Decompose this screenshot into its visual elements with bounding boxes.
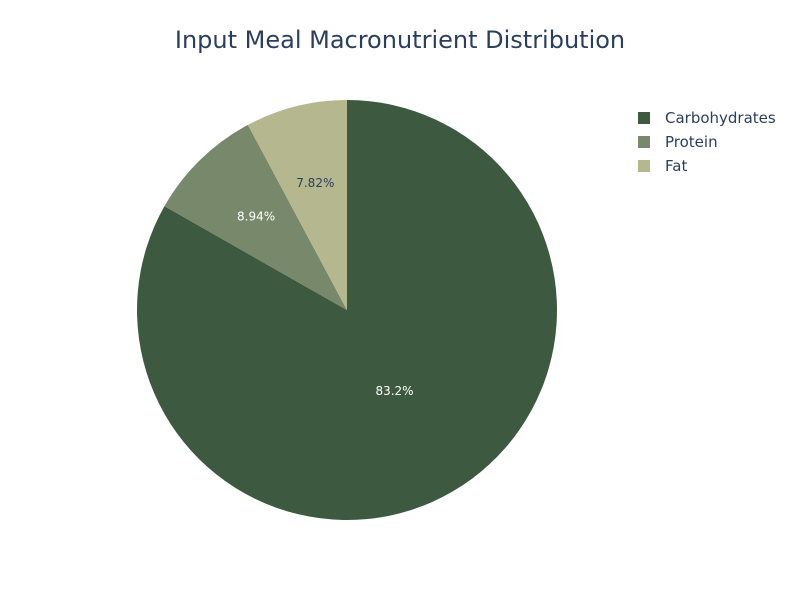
legend-label-carbohydrates: Carbohydrates (665, 109, 776, 127)
chart-title: Input Meal Macronutrient Distribution (174, 26, 626, 54)
legend-item-protein[interactable]: Protein (638, 130, 798, 154)
pie-slice-fat[interactable] (247, 100, 347, 310)
legend-swatch-protein (638, 136, 650, 148)
legend-item-carbohydrates[interactable]: Carbohydrates (638, 106, 798, 130)
slice-label-fat: 7.82% (296, 176, 334, 190)
legend-label-fat: Fat (665, 157, 688, 175)
slice-label-protein: 8.94% (237, 209, 275, 223)
legend-swatch-carbohydrates (638, 112, 650, 124)
pie-slice-protein[interactable] (164, 124, 347, 310)
legend[interactable]: Carbohydrates Protein Fat (638, 106, 798, 178)
slice-label-carbohydrates: 83.2% (375, 384, 413, 398)
legend-label-protein: Protein (665, 133, 718, 151)
legend-swatch-fat (638, 160, 650, 172)
legend-item-fat[interactable]: Fat (638, 154, 798, 178)
